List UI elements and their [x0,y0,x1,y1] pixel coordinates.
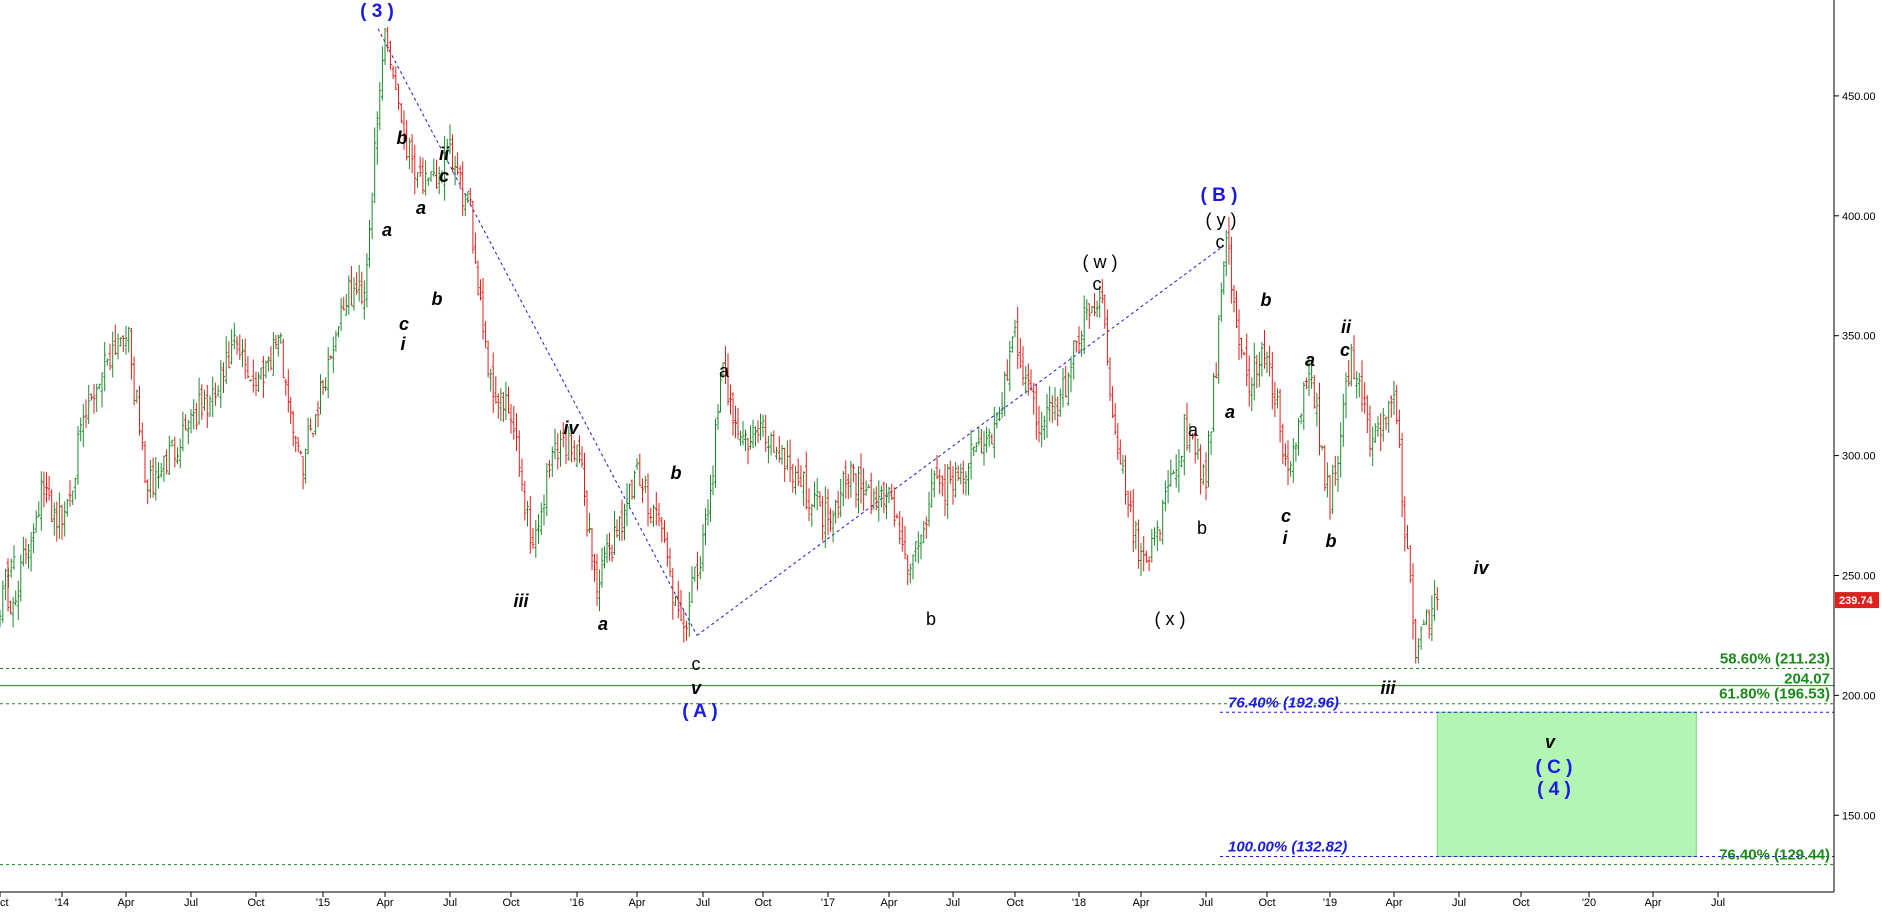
trendline-3-to-A [377,28,698,636]
x-tick-label: Apr [376,897,393,909]
wave-label: iii [1380,678,1396,698]
fib-level-label: 76.40% (192.96) [1228,694,1339,711]
target-zone-layer [1436,711,1697,857]
wave-label: v [1545,732,1556,752]
x-tick-label: Jul [1711,897,1725,909]
wave-label: b [1261,290,1272,310]
price-bars-layer [0,26,1439,664]
x-tick-label: Apr [1644,897,1661,909]
x-tick-label: Oct [247,897,264,909]
fib-level-label: 61.80% (196.53) [1719,686,1830,703]
x-tick-label: ct [0,897,9,909]
x-tick-label: Jul [946,897,960,909]
x-tick-label: Oct [1512,897,1529,909]
wave-label: a [382,220,392,240]
wave-label: ( y ) [1206,210,1237,230]
x-tick-label: Oct [1258,897,1275,909]
wave-label: iii [513,591,529,611]
wave-label: b [432,289,443,309]
wave-label: ( w ) [1083,252,1118,272]
wave-label: ii [1341,317,1352,337]
x-tick-label: Jul [696,897,710,909]
y-tick-label: 450.00 [1842,91,1876,103]
wave-label: a [1188,420,1199,440]
wave-label: ( 3 ) [360,1,394,22]
fib-level-label: 100.00% (132.82) [1228,838,1347,855]
wave-label: ( C ) [1536,757,1573,778]
last-price-tag [1835,592,1879,609]
wave-label: a [1225,402,1235,422]
target-zone-box [1436,711,1697,857]
wave-label: v [691,678,702,698]
wave-label: c [439,166,449,186]
fib-level-label: 58.60% (211.23) [1720,650,1830,667]
x-tick-label: Jul [184,897,198,909]
wave-label: a [719,361,730,381]
x-tick-label: Oct [754,897,771,909]
y-tick-label: 350.00 [1842,331,1876,343]
x-tick-label: Oct [1006,897,1023,909]
wave-label: a [416,198,426,218]
x-tick-label: Jul [1452,897,1466,909]
wave-label: i [1282,528,1288,548]
wave-label: c [692,654,701,674]
wave-label: ( A ) [682,701,718,722]
x-tick-label: Apr [880,897,897,909]
x-tick-label: Apr [117,897,134,909]
wave-label: b [671,463,682,483]
fib-level-label: 204.07 [1784,671,1830,688]
x-tick-label: '18 [1072,897,1086,909]
y-tick-label: 150.00 [1842,810,1876,822]
y-tick-label: 300.00 [1842,451,1876,463]
wave-label: b [1326,531,1337,551]
wave-label: ( B ) [1201,185,1238,206]
wave-label: c [1093,274,1102,294]
x-tick-label: '16 [570,897,584,909]
trendlines-layer [377,28,1223,636]
wave-label: a [598,614,608,634]
x-tick-label: '20 [1582,897,1596,909]
wave-label: ( 4 ) [1537,779,1571,800]
x-tick-label: '15 [316,897,330,909]
y-tick-label: 200.00 [1842,690,1876,702]
wave-label: a [1305,350,1315,370]
x-tick-label: Jul [443,897,457,909]
wave-label: iv [563,418,579,438]
wave-label: c [399,314,409,334]
x-tick-label: '19 [1323,897,1337,909]
wave-label: b [1197,518,1207,538]
wave-label: ( x ) [1155,609,1186,629]
wave-label: c [1340,340,1350,360]
wave-label: ii [439,144,450,164]
x-tick-label: '17 [821,897,835,909]
fib-level-label: 76.40% (129.44) [1719,847,1830,864]
x-tick-label: Apr [628,897,645,909]
wave-label: c [1281,506,1291,526]
y-tick-label: 250.00 [1842,570,1876,582]
wave-label: i [400,334,406,354]
wave-label: b [926,609,936,629]
y-tick-label: 400.00 [1842,211,1876,223]
wave-label: c [1216,232,1225,252]
x-tick-label: Oct [502,897,519,909]
trendline-A-to-B [696,246,1223,636]
x-tick-label: '14 [55,897,69,909]
wave-label: iv [1473,558,1489,578]
x-tick-label: Apr [1385,897,1402,909]
wave-label: b [397,128,408,148]
x-tick-label: Jul [1199,897,1213,909]
x-tick-label: Apr [1132,897,1149,909]
last-price-label: 239.74 [1839,595,1874,607]
